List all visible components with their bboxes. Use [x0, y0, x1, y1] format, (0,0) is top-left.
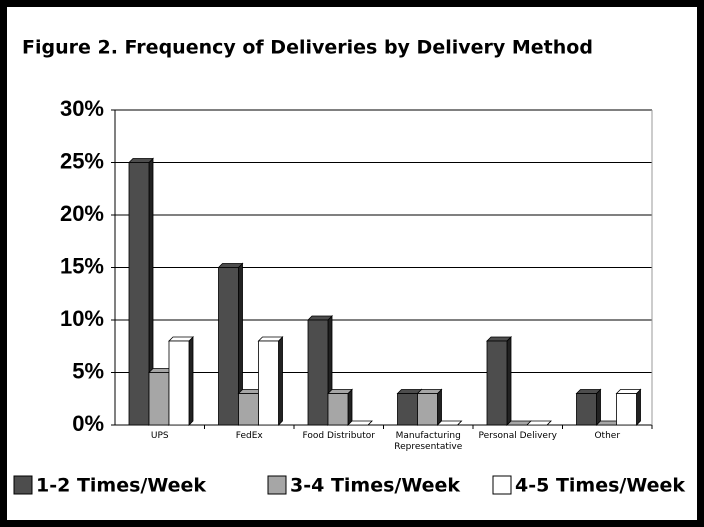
bar — [218, 267, 239, 426]
bar — [258, 340, 279, 426]
y-tick-label: 0% — [72, 411, 104, 436]
bar-side — [596, 388, 601, 426]
y-tick-label: 30% — [60, 96, 104, 121]
bar-side — [636, 388, 641, 426]
bar — [576, 393, 597, 426]
bar-top — [217, 263, 244, 268]
bar — [148, 372, 170, 426]
y-tick-label: 25% — [60, 148, 104, 173]
legend-swatch — [492, 475, 512, 495]
x-tick-label: UPS — [150, 431, 169, 441]
bar-side — [437, 388, 442, 426]
bar — [168, 340, 190, 426]
bar — [616, 393, 637, 426]
bar-top — [486, 336, 512, 342]
bar-side — [347, 388, 353, 426]
x-tick-label: Food Distributor — [302, 431, 375, 441]
bar-side — [506, 336, 512, 426]
bar-side — [278, 336, 283, 426]
legend-label: 1-2 Times/Week — [36, 475, 206, 497]
bar — [397, 393, 418, 426]
x-tick-label: Manufacturing Representative — [394, 431, 463, 452]
bar-top — [128, 158, 154, 163]
x-tick-label: Other — [594, 431, 621, 441]
bar — [238, 393, 259, 426]
legend-swatch — [267, 475, 287, 495]
bar — [327, 393, 349, 426]
x-tick-label: FedEx — [235, 431, 263, 441]
bar-side — [188, 336, 194, 426]
bar-top — [168, 336, 194, 342]
chart-title: Figure 2. Frequency of Deliveries by Del… — [22, 37, 593, 59]
bar-top — [575, 389, 602, 394]
bar-top — [416, 389, 443, 394]
bar-top — [327, 389, 353, 394]
legend-swatch — [13, 475, 33, 495]
legend-label: 4-5 Times/Week — [515, 475, 685, 497]
y-tick-label: 5% — [72, 358, 104, 383]
bar — [128, 162, 150, 426]
legend-label: 3-4 Times/Week — [290, 475, 460, 497]
bar-top — [257, 336, 284, 342]
bar-top — [347, 420, 373, 426]
x-tick-label: Personal Delivery — [478, 431, 557, 441]
y-tick-label: 15% — [60, 253, 104, 278]
bar-top — [615, 389, 642, 394]
bar — [307, 319, 329, 426]
bar-top — [436, 420, 463, 426]
bar-top — [526, 420, 552, 426]
bar — [486, 340, 508, 426]
y-tick-label: 20% — [60, 201, 104, 226]
bar — [417, 393, 438, 426]
bar-top — [307, 315, 333, 321]
y-tick-label: 10% — [60, 306, 104, 331]
